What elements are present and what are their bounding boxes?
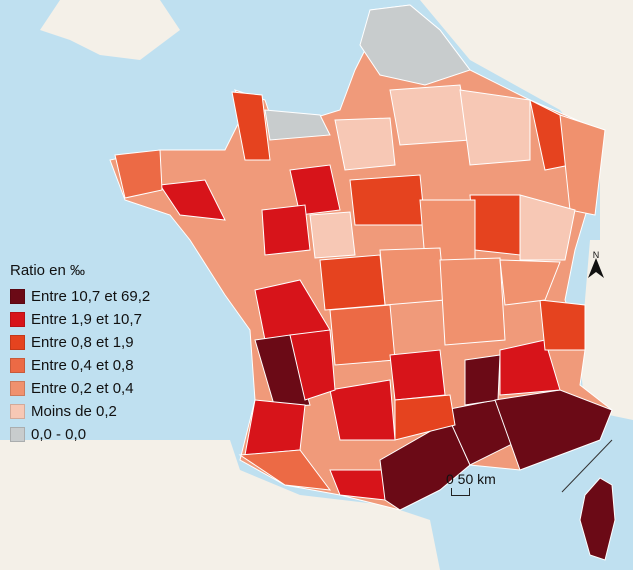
legend-swatch-7 xyxy=(10,427,25,442)
dept-cote-or xyxy=(469,194,521,256)
dept-paris-ring xyxy=(334,117,396,171)
neighbour-land-north xyxy=(210,0,633,250)
legend-label-5: Entre 0,2 et 0,4 xyxy=(31,380,134,397)
legend-swatch-2 xyxy=(10,312,25,327)
dept-drome xyxy=(464,354,501,406)
north-arrow-icon xyxy=(588,258,604,278)
legend-swatch-6 xyxy=(10,404,25,419)
neighbour-land-south xyxy=(0,440,440,570)
legend-item-6: Moins de 0,2 xyxy=(10,400,150,423)
dept-centre xyxy=(309,211,356,259)
dept-ain xyxy=(499,259,561,306)
corsica xyxy=(579,477,616,561)
dept-isere xyxy=(499,339,561,396)
legend: Ratio en ‰ Entre 10,7 et 69,2 Entre 1,9 … xyxy=(10,262,150,446)
legend-label-6: Moins de 0,2 xyxy=(31,403,117,420)
legend-swatch-3 xyxy=(10,335,25,350)
corsica-inset-line xyxy=(561,439,613,493)
legend-item-1: Entre 10,7 et 69,2 xyxy=(10,285,150,308)
dept-dordogne xyxy=(289,329,336,401)
dept-marne-east xyxy=(459,89,531,166)
scale-bar xyxy=(451,488,470,496)
legend-swatch-5 xyxy=(10,381,25,396)
legend-label-1: Entre 10,7 et 69,2 xyxy=(31,288,151,305)
dept-rhone xyxy=(439,257,506,346)
neighbour-land-england xyxy=(40,0,180,60)
dept-alsace xyxy=(559,114,606,216)
legend-label-2: Entre 1,9 et 10,7 xyxy=(31,311,142,328)
dept-maine xyxy=(261,204,311,256)
dept-aveyron xyxy=(394,394,456,441)
legend-item-7: 0,0 - 0,0 xyxy=(10,423,150,446)
dept-sarthe xyxy=(289,164,341,216)
dept-toulouse xyxy=(329,379,396,441)
dept-correze xyxy=(329,304,396,366)
north-label: N xyxy=(592,250,600,260)
legend-swatch-4 xyxy=(10,358,25,373)
legend-item-2: Entre 1,9 et 10,7 xyxy=(10,308,150,331)
dept-sud-ouest xyxy=(238,449,332,491)
legend-item-5: Entre 0,2 et 0,4 xyxy=(10,377,150,400)
dept-manche xyxy=(231,91,271,161)
dept-savoie xyxy=(539,299,586,351)
dept-landes xyxy=(244,399,306,456)
dept-ariege xyxy=(329,469,386,501)
dept-creuse xyxy=(319,254,386,311)
legend-swatch-1 xyxy=(10,289,25,304)
scale-label: 0 50 km xyxy=(446,471,496,487)
dept-aisne xyxy=(389,84,471,146)
legend-label-4: Entre 0,4 et 0,8 xyxy=(31,357,134,374)
neighbour-land-east xyxy=(580,240,633,420)
dept-calvados xyxy=(264,109,331,141)
dept-cantal xyxy=(389,349,446,401)
dept-bretagne-west xyxy=(159,179,226,221)
dept-allier xyxy=(379,247,446,306)
legend-item-4: Entre 0,4 et 0,8 xyxy=(10,354,150,377)
dept-gironde xyxy=(254,334,311,409)
dept-bretagne-north xyxy=(114,149,163,199)
legend-label-7: 0,0 - 0,0 xyxy=(31,426,87,443)
legend-label-3: Entre 0,8 et 1,9 xyxy=(31,334,134,351)
legend-item-3: Entre 0,8 et 1,9 xyxy=(10,331,150,354)
dept-var xyxy=(494,389,613,471)
legend-title: Ratio en ‰ xyxy=(10,262,86,279)
dept-nord xyxy=(359,4,471,86)
dept-loiret xyxy=(349,174,426,226)
